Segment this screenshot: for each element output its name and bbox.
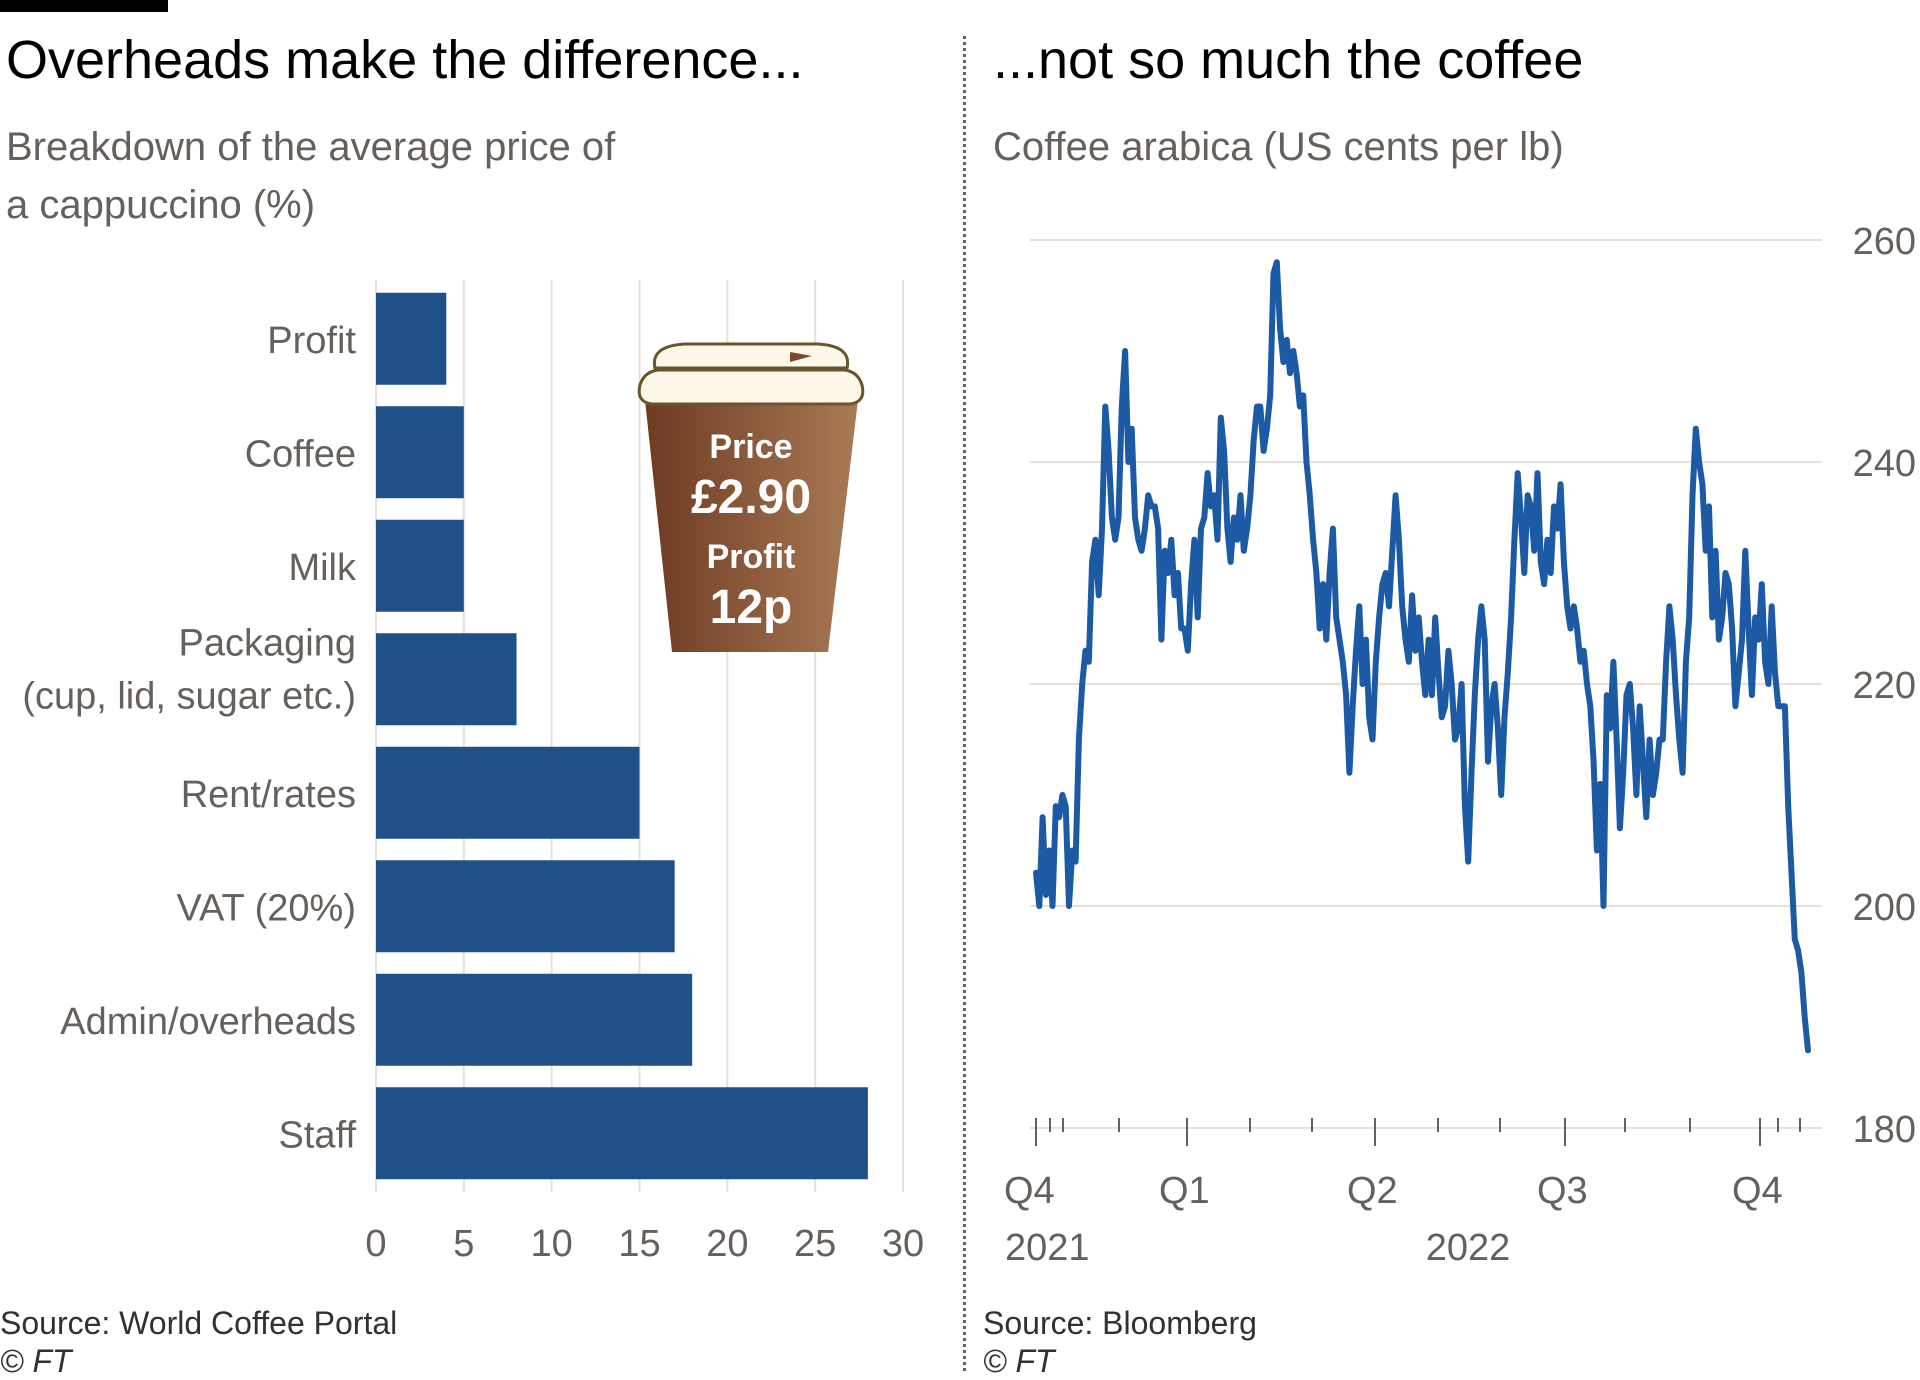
left-source: Source: World Coffee Portal [0, 1305, 398, 1341]
line-x-tick-label: Q1 [1159, 1170, 1210, 1212]
cup-profit-value: 12p [710, 581, 793, 634]
line-x-tick-label: Q4 [1004, 1170, 1055, 1212]
right-source: Source: Bloomberg [983, 1305, 1257, 1341]
bar-x-tick-label: 15 [618, 1223, 660, 1265]
bar-6 [376, 973, 693, 1066]
bar-category-label: Admin/overheads [60, 1001, 356, 1043]
coffee-cup-illustration: Price £2.90 Profit 12p [637, 342, 865, 652]
left-chart-subtitle-line2: a cappuccino (%) [6, 183, 316, 227]
left-chart-title: Overheads make the difference... [6, 30, 804, 90]
bar-category-label: Staff [279, 1114, 357, 1156]
line-x-tick-label: Q2 [1347, 1170, 1398, 1212]
cup-profit-label: Profit [707, 538, 796, 576]
bar-0 [376, 292, 447, 385]
line-y-tick-label: 220 [1853, 665, 1916, 707]
right-chart-title: ...not so much the coffee [993, 30, 1584, 90]
bar-5 [376, 860, 675, 953]
bar-category-label: Rent/rates [181, 774, 356, 816]
line-y-tick-label: 240 [1853, 443, 1916, 485]
bar-4 [376, 746, 640, 839]
bar-x-tick-label: 25 [794, 1223, 836, 1265]
cup-lid-top [652, 342, 850, 370]
left-copyright: © FT [0, 1343, 72, 1379]
bar-7 [376, 1087, 868, 1180]
bar-category-label: Coffee [245, 433, 356, 475]
bar-1 [376, 406, 464, 499]
coffee-arabica-price-chart: 180 200 220 240 260 Q4 Q1 Q2 Q3 Q4 2021 2022 [1004, 221, 1916, 1269]
ft-corner-bar [0, 0, 168, 12]
bar-x-tick-label: 5 [453, 1223, 474, 1265]
bar-x-tick-label: 30 [882, 1223, 924, 1265]
cup-lid-rim [637, 368, 865, 406]
line-y-tick-label: 260 [1853, 221, 1916, 263]
bar-x-tick-label: 10 [531, 1223, 573, 1265]
coffee-arabica-price-line [1033, 259, 1811, 1054]
right-chart-subtitle: Coffee arabica (US cents per lb) [993, 125, 1564, 169]
bar-x-tick-label: 20 [706, 1223, 748, 1265]
bar-2 [376, 519, 464, 612]
cup-lid-sip-hole [790, 352, 812, 362]
line-y-tick-label: 200 [1853, 887, 1916, 929]
bar-category-label: Milk [288, 547, 357, 589]
cup-price-value: £2.90 [691, 471, 811, 524]
right-copyright: © FT [983, 1343, 1055, 1379]
line-x-tick-label: Q4 [1732, 1170, 1783, 1212]
panel-divider [963, 36, 966, 1371]
line-x-tick-label: Q3 [1537, 1170, 1588, 1212]
line-x-year-label: 2021 [1005, 1227, 1090, 1269]
cup-body [645, 400, 858, 652]
line-x-year-label: 2022 [1426, 1227, 1511, 1269]
line-y-tick-label: 180 [1853, 1109, 1916, 1151]
cup-price-label: Price [709, 428, 792, 466]
left-chart-subtitle-line1: Breakdown of the average price of [6, 125, 616, 169]
bar-category-label: Packaging (cup, lid, sugar etc.) [22, 622, 356, 717]
bar-category-label: Profit [267, 320, 356, 362]
bar-x-tick-label: 0 [365, 1223, 386, 1265]
bar-category-label: VAT (20%) [177, 887, 357, 929]
cappuccino-price-breakdown-chart: Profit Coffee Milk Packaging (cup, lid, suga… [22, 280, 924, 1265]
bar-3 [376, 633, 517, 726]
